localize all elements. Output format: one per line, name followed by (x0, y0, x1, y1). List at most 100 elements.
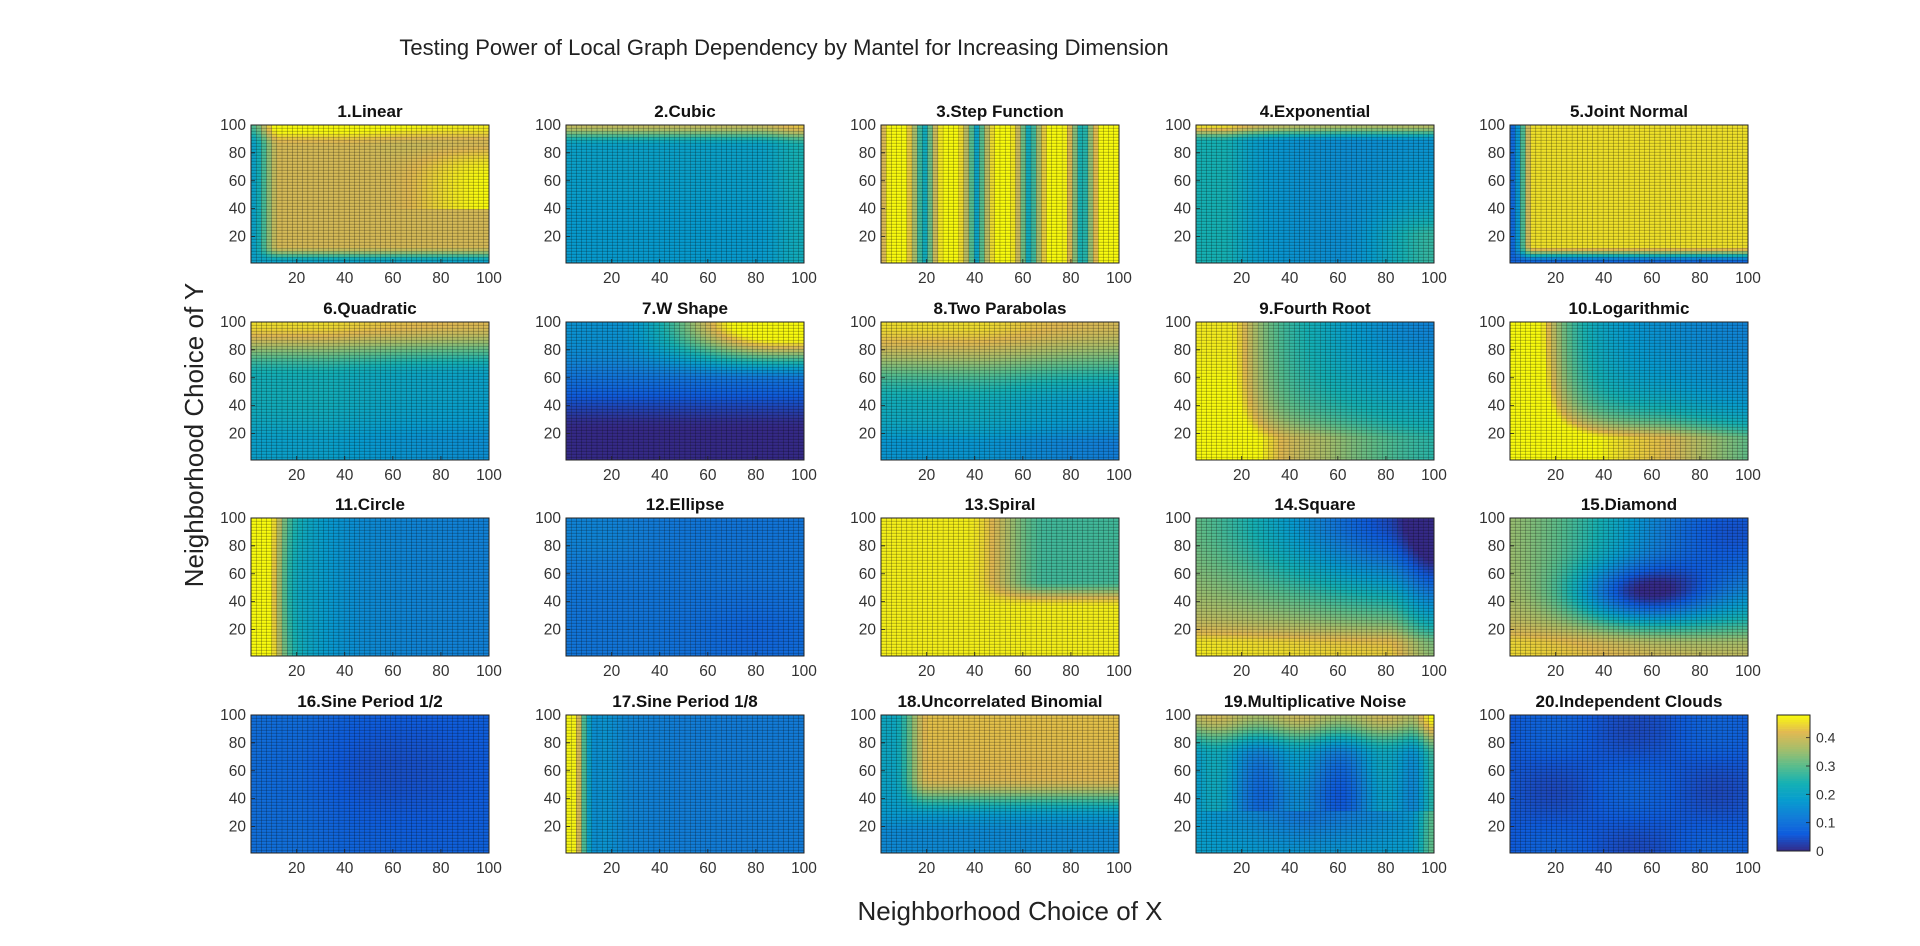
heatmap-cell (437, 254, 442, 257)
heatmap-cell (649, 182, 654, 185)
heatmap-cell (597, 176, 602, 179)
heatmap-cell (303, 134, 308, 137)
heatmap-cell (587, 188, 592, 191)
heatmap-cell (292, 206, 297, 209)
heatmap-cell (344, 206, 349, 209)
heatmap-cell (417, 140, 422, 143)
heatmap-cell (644, 149, 649, 152)
heatmap-cell (463, 257, 468, 260)
y-tick-label: 20 (229, 229, 247, 246)
heatmap-cell (607, 251, 612, 254)
heatmap-cell (597, 185, 602, 188)
heatmap-cell (633, 203, 638, 206)
heatmap-cell (468, 212, 473, 215)
heatmap-cell (437, 218, 442, 221)
heatmap-cell (432, 239, 437, 242)
heatmap-cell (427, 215, 432, 218)
heatmap-cell (386, 137, 391, 140)
heatmap-cell (380, 230, 385, 233)
heatmap-cell (282, 131, 287, 134)
heatmap-cell (354, 176, 359, 179)
heatmap-cell (339, 209, 344, 212)
heatmap-cell (628, 134, 633, 137)
heatmap-cell (323, 146, 328, 149)
heatmap-cell (463, 167, 468, 170)
heatmap-cell (318, 257, 323, 260)
heatmap-cell (597, 200, 602, 203)
heatmap-cell (417, 251, 422, 254)
heatmap-cell (401, 164, 406, 167)
heatmap-cell (292, 179, 297, 182)
heatmap-cell (448, 233, 453, 236)
heatmap-cell (287, 134, 292, 137)
heatmap-cell (582, 155, 587, 158)
heatmap-cell (261, 185, 266, 188)
heatmap-cell (484, 230, 489, 233)
heatmap-cell (597, 227, 602, 230)
heatmap-cell (442, 188, 447, 191)
heatmap-cell (406, 218, 411, 221)
heatmap-cell (375, 185, 380, 188)
heatmap-cell (272, 164, 277, 167)
heatmap-cell (401, 254, 406, 257)
heatmap-cell (463, 152, 468, 155)
heatmap-cell (427, 239, 432, 242)
heatmap-cell (427, 164, 432, 167)
heatmap-cell (613, 233, 618, 236)
heatmap-cell (303, 188, 308, 191)
heatmap-cell (618, 128, 623, 131)
heatmap-cell (277, 236, 282, 239)
heatmap-cell (272, 206, 277, 209)
heatmap-cell (354, 248, 359, 251)
heatmap-cell (576, 257, 581, 260)
heatmap-cell (401, 203, 406, 206)
heatmap-cell (308, 212, 313, 215)
heatmap-cell (386, 173, 391, 176)
heatmap-cell (334, 176, 339, 179)
heatmap-cell (375, 245, 380, 248)
heatmap-cell (644, 158, 649, 161)
heatmap-cell (334, 134, 339, 137)
heatmap-cell (458, 152, 463, 155)
heatmap-cell (582, 236, 587, 239)
heatmap-cell (375, 203, 380, 206)
heatmap-cell (432, 188, 437, 191)
heatmap-cell (292, 155, 297, 158)
heatmap-cell (298, 158, 303, 161)
heatmap-cell (267, 167, 272, 170)
heatmap-cell (607, 236, 612, 239)
heatmap-cell (468, 194, 473, 197)
heatmap-cell (628, 248, 633, 251)
heatmap-cell (287, 248, 292, 251)
heatmap-cell (654, 203, 659, 206)
heatmap-cell (458, 215, 463, 218)
heatmap-cell (597, 161, 602, 164)
heatmap-cell (479, 164, 484, 167)
heatmap-cell (298, 197, 303, 200)
heatmap-cell (479, 167, 484, 170)
heatmap-cell (267, 194, 272, 197)
heatmap-cell (375, 182, 380, 185)
heatmap-cell (272, 209, 277, 212)
heatmap-cell (370, 245, 375, 248)
heatmap-cell (566, 239, 571, 242)
heatmap-cell (267, 239, 272, 242)
heatmap-cell (272, 224, 277, 227)
heatmap-cell (571, 197, 576, 200)
heatmap-cell (354, 200, 359, 203)
heatmap-cell (463, 224, 468, 227)
heatmap-cell (649, 215, 654, 218)
heatmap-cell (251, 203, 256, 206)
heatmap-cell (453, 221, 458, 224)
heatmap-cell (607, 221, 612, 224)
heatmap-cell (282, 254, 287, 257)
heatmap-cell (576, 170, 581, 173)
heatmap-cell (587, 203, 592, 206)
heatmap-cell (623, 134, 628, 137)
heatmap-cell (339, 176, 344, 179)
heatmap-cell (349, 173, 354, 176)
heatmap-cell (422, 182, 427, 185)
heatmap-cell (448, 200, 453, 203)
heatmap-cell (396, 194, 401, 197)
heatmap-cell (334, 230, 339, 233)
